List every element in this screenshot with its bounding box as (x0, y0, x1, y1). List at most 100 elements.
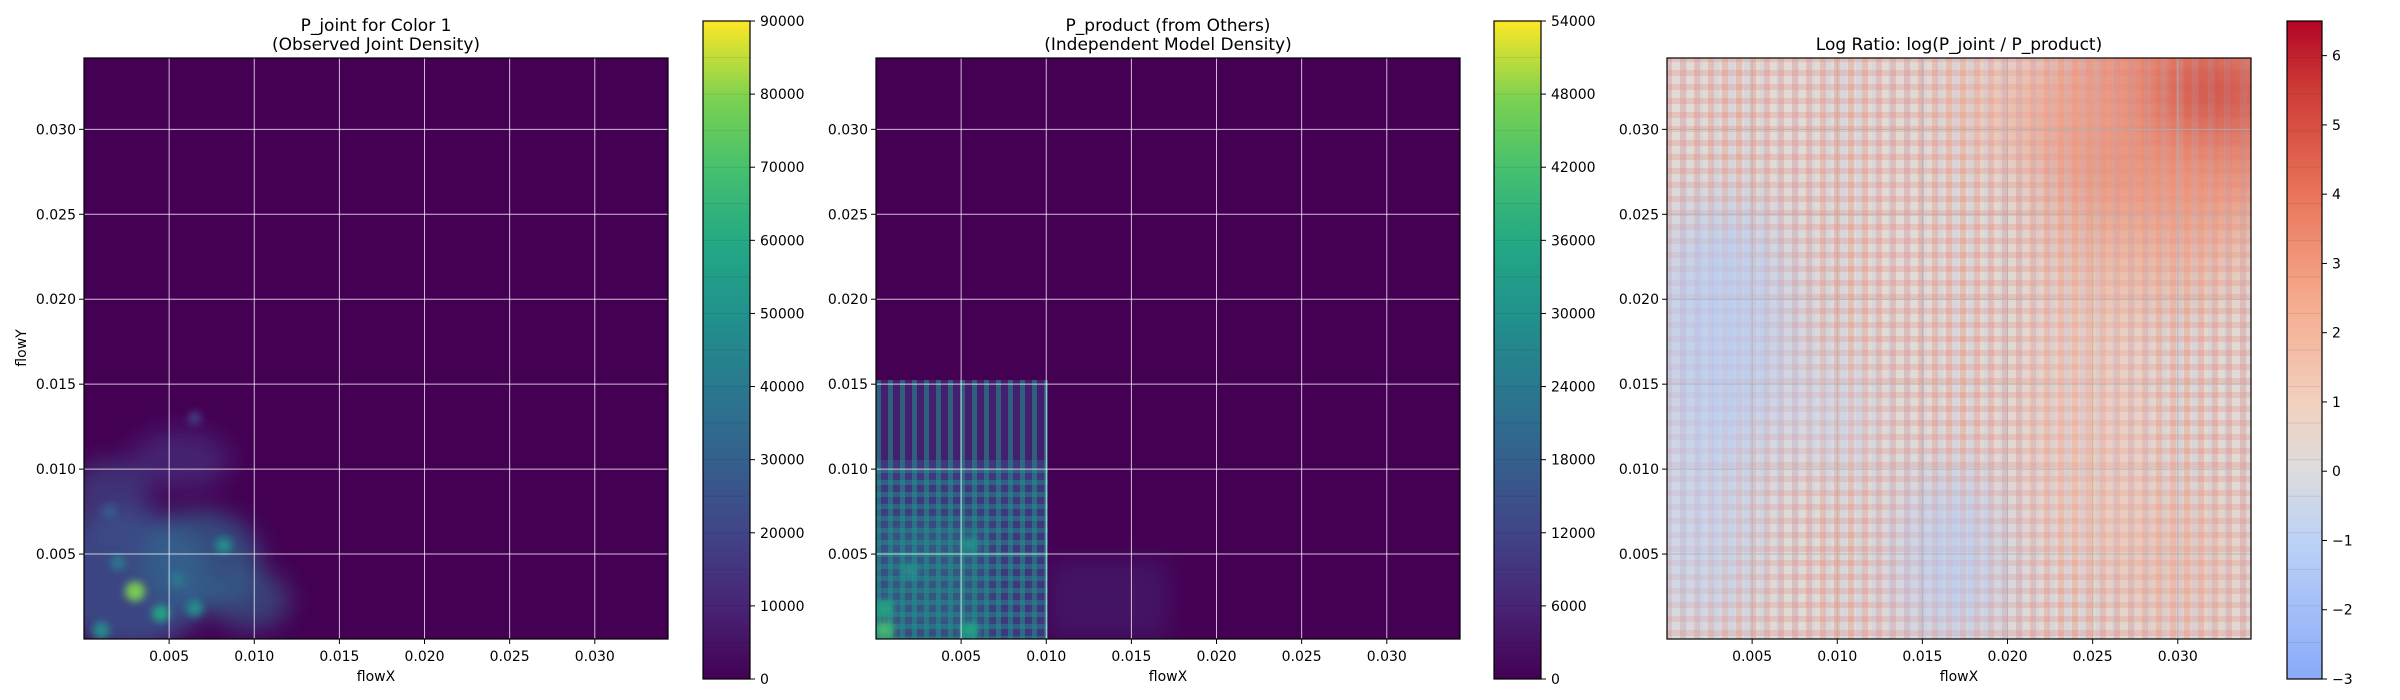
panel3-heatmap (1667, 58, 2251, 639)
colorbar-tick-label: −3 (2332, 672, 2353, 688)
panel2-colorbar-ticks: 0 6000 12000 18000 24000 30000 36000 42000 48000… (1541, 14, 1596, 688)
density-hotspot (151, 604, 170, 623)
x-tick-label: 0.010 (1817, 649, 1857, 665)
colorbar-tick-label: 10000 (760, 599, 805, 615)
density-hotspot (960, 621, 979, 639)
x-tick-label: 0.020 (404, 649, 444, 665)
density-hotspot (125, 581, 146, 602)
colorbar-tick-label: 6 (2332, 49, 2341, 65)
colorbar-tick-label: −2 (2332, 603, 2353, 619)
density-hotspot (961, 537, 978, 554)
y-tick-label: 0.025 (828, 207, 868, 223)
density-hotspot (215, 537, 232, 554)
colorbar-tick-label: 0 (2332, 464, 2341, 480)
y-tick-label: 0.025 (1619, 207, 1659, 223)
colorbar-tick-label: 54000 (1551, 14, 1596, 30)
panel1-colorbar: 0 10000 20000 30000 40000 50000 60000 70000 8000… (702, 14, 805, 688)
colorbar-tick-label: 12000 (1551, 526, 1596, 542)
x-tick-label: 0.015 (319, 649, 359, 665)
colorbar-tick-label: 42000 (1551, 160, 1596, 176)
density-hotspot (170, 572, 186, 588)
panel1-xticks: 0.005 0.010 0.015 0.020 0.025 0.030 (149, 639, 615, 665)
density-hotspot (901, 562, 919, 580)
x-tick-label: 0.005 (1732, 649, 1772, 665)
x-tick-label: 0.010 (234, 649, 274, 665)
y-tick-label: 0.010 (828, 462, 868, 478)
density-hotspot (186, 600, 204, 617)
colorbar-tick-label: 36000 (1551, 233, 1596, 249)
colorbar-tick-label: 30000 (1551, 306, 1596, 322)
colorbar-tick-label: 2 (2332, 326, 2341, 342)
y-tick-label: 0.005 (1619, 547, 1659, 563)
y-tick-label: 0.030 (828, 122, 868, 138)
colorbar-tick-label: 50000 (760, 306, 805, 322)
y-tick-label: 0.010 (1619, 462, 1659, 478)
y-tick-label: 0.020 (1619, 292, 1659, 308)
panel1-heatmap (84, 58, 668, 639)
y-tick-label: 0.005 (828, 547, 868, 563)
density-hotspot (876, 599, 894, 618)
y-tick-label: 0.015 (828, 377, 868, 393)
density-hotspot (92, 622, 110, 639)
x-tick-label: 0.025 (2073, 649, 2113, 665)
panel2-title: P_product (from Others) (1066, 16, 1271, 36)
panel2-colorbar-gradient (1494, 21, 1541, 679)
panel3-grid (1667, 58, 2251, 639)
panel2-colorbar-bands (1494, 57, 1541, 643)
panel3-colorbar-gradient (2287, 21, 2322, 679)
panel-p-joint: P_joint for Color 1 (Observed Joint Dens… (14, 14, 805, 688)
panel1-colorbar-bands (703, 57, 750, 643)
panel1-ylabel: flowY (14, 329, 30, 367)
panel3-yticks: 0.005 0.010 0.015 0.020 0.025 0.030 (1619, 122, 1667, 563)
colorbar-tick-label: 1 (2332, 395, 2341, 411)
x-tick-label: 0.030 (575, 649, 615, 665)
panel1-subtitle: (Observed Joint Density) (272, 35, 480, 55)
panel2-hotspots (876, 537, 979, 639)
colorbar-tick-label: 40000 (760, 380, 805, 396)
colorbar-tick-label: 48000 (1551, 87, 1596, 103)
panel2-yticks: 0.005 0.010 0.015 0.020 0.025 0.030 (828, 122, 876, 563)
y-tick-label: 0.025 (36, 207, 76, 223)
x-tick-label: 0.005 (149, 649, 189, 665)
density-hotspot (102, 504, 117, 519)
panel-p-product: P_product (from Others) (Independent Mod… (828, 14, 1596, 688)
colorbar-tick-label: 20000 (760, 526, 805, 542)
y-tick-label: 0.005 (36, 547, 76, 563)
colorbar-tick-label: 0 (760, 672, 769, 688)
colorbar-tick-label: 6000 (1551, 599, 1587, 615)
colorbar-tick-label: −1 (2332, 533, 2353, 549)
colorbar-tick-label: 30000 (760, 453, 805, 469)
colorbar-tick-label: 80000 (760, 87, 805, 103)
x-tick-label: 0.025 (1282, 649, 1322, 665)
panel1-colorbar-ticks: 0 10000 20000 30000 40000 50000 60000 70000 8000… (750, 14, 805, 688)
x-tick-label: 0.010 (1026, 649, 1066, 665)
panel3-colorbar-ticks: −3 −2 −1 0 1 2 3 4 5 6 (2322, 49, 2353, 688)
x-tick-label: 0.030 (2158, 649, 2198, 665)
density-hotspot (188, 411, 202, 425)
y-tick-label: 0.020 (828, 292, 868, 308)
panel3-colorbar-bands (2287, 57, 2322, 643)
density-hotspot (110, 554, 126, 571)
colorbar-tick-label: 3 (2332, 256, 2341, 272)
x-tick-label: 0.015 (1902, 649, 1942, 665)
panel-log-ratio: Log Ratio: log(P_joint / P_product) 0.00… (1619, 20, 2353, 688)
panel3-xticks: 0.005 0.010 0.015 0.020 0.025 0.030 (1732, 639, 2198, 665)
colorbar-tick-label: 90000 (760, 14, 805, 30)
panel2-xticks: 0.005 0.010 0.015 0.020 0.025 0.030 (941, 639, 1407, 665)
y-tick-label: 0.030 (1619, 122, 1659, 138)
x-tick-label: 0.020 (1196, 649, 1236, 665)
panel3-xlabel: flowX (1940, 669, 1979, 685)
panel2-frame (875, 57, 1461, 640)
colorbar-tick-label: 70000 (760, 160, 805, 176)
panel1-hotspots (92, 411, 232, 639)
x-tick-label: 0.015 (1111, 649, 1151, 665)
panel3-colorbar: −3 −2 −1 0 1 2 3 4 5 6 (2286, 20, 2353, 688)
x-tick-label: 0.025 (490, 649, 530, 665)
y-tick-label: 0.015 (36, 377, 76, 393)
x-tick-label: 0.005 (941, 649, 981, 665)
panel2-heatmap (876, 58, 1460, 639)
panel1-colorbar-gradient (703, 21, 750, 679)
panel3-frame (1666, 57, 2252, 640)
y-tick-label: 0.020 (36, 292, 76, 308)
y-tick-label: 0.015 (1619, 377, 1659, 393)
